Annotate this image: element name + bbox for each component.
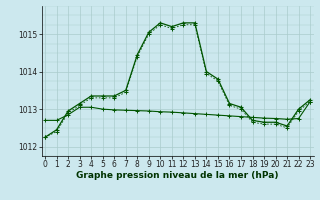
X-axis label: Graphe pression niveau de la mer (hPa): Graphe pression niveau de la mer (hPa) [76, 171, 279, 180]
